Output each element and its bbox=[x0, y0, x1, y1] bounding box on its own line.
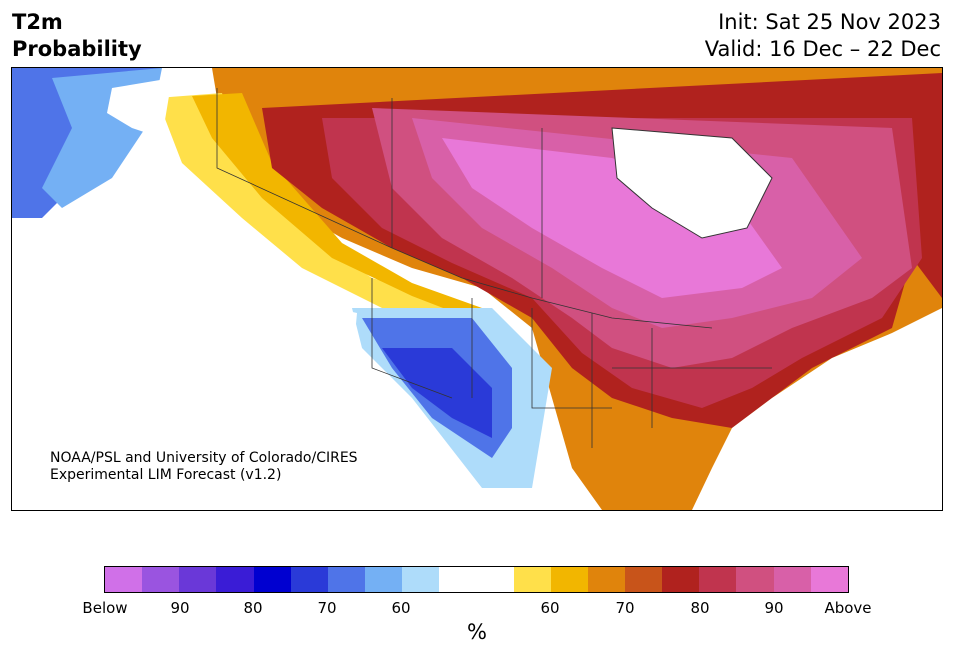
colorbar-tick-label: Below bbox=[82, 599, 128, 617]
zone-below-sw-deep bbox=[382, 348, 492, 438]
colorbar-tick-label: 90 bbox=[764, 599, 784, 617]
colorbar-segment bbox=[290, 567, 328, 592]
colorbar-segment bbox=[476, 567, 514, 592]
colorbar-segment bbox=[364, 567, 403, 592]
colorbar-tick-label: 70 bbox=[317, 599, 337, 617]
colorbar-unit: % bbox=[467, 620, 487, 644]
title-line-2: Probability bbox=[12, 37, 142, 61]
colorbar-tick-label: 70 bbox=[615, 599, 635, 617]
colorbar-tick-label: 90 bbox=[170, 599, 190, 617]
colorbar-segment bbox=[327, 567, 365, 592]
colorbar-tick-label: 60 bbox=[391, 599, 411, 617]
colorbar-tick-label: 60 bbox=[540, 599, 560, 617]
colorbar-segment bbox=[402, 567, 440, 592]
colorbar-segment bbox=[624, 567, 663, 592]
colorbar-segment bbox=[699, 567, 737, 592]
colorbar-segment bbox=[513, 567, 551, 592]
colorbar-segment bbox=[662, 567, 700, 592]
pacific-ocean bbox=[12, 218, 472, 510]
map-title: T2m Probability bbox=[12, 9, 142, 63]
title-line-1: T2m bbox=[12, 10, 63, 34]
colorbar-segment bbox=[587, 567, 625, 592]
map-panel: NOAA/PSL and University of Colorado/CIRE… bbox=[11, 67, 943, 511]
colorbar-segment bbox=[439, 567, 477, 592]
valid-dates: Valid: 16 Dec – 22 Dec bbox=[704, 37, 941, 61]
colorbar-segment bbox=[253, 567, 291, 592]
colorbar-segment bbox=[736, 567, 774, 592]
colorbar-segment bbox=[216, 567, 254, 592]
colorbar-segment bbox=[773, 567, 811, 592]
colorbar-tick-label: Above bbox=[824, 599, 872, 617]
atlantic-ocean bbox=[692, 308, 942, 510]
colorbar-segment bbox=[142, 567, 180, 592]
boundary-lines bbox=[216, 88, 772, 448]
credit-line-2: Experimental LIM Forecast (v1.2) bbox=[50, 467, 282, 483]
colorbar bbox=[104, 566, 849, 593]
colorbar-tick-label: 80 bbox=[243, 599, 263, 617]
forecast-dates: Init: Sat 25 Nov 2023 Valid: 16 Dec – 22… bbox=[705, 9, 941, 63]
zone-above-high bbox=[442, 138, 782, 298]
colorbar-segment bbox=[550, 567, 588, 592]
colorbar-tick-label: 80 bbox=[690, 599, 710, 617]
init-date: Init: Sat 25 Nov 2023 bbox=[718, 10, 941, 34]
credit-line-1: NOAA/PSL and University of Colorado/CIRE… bbox=[50, 450, 358, 466]
probability-map bbox=[12, 68, 942, 510]
map-credit: NOAA/PSL and University of Colorado/CIRE… bbox=[50, 450, 358, 484]
zone-near-alaska-white bbox=[107, 78, 172, 138]
colorbar-segment bbox=[105, 567, 143, 592]
hudson-bay bbox=[611, 127, 773, 239]
colorbar-segment bbox=[810, 567, 848, 592]
colorbar-segment bbox=[179, 567, 217, 592]
zone-above-gold bbox=[192, 93, 522, 368]
